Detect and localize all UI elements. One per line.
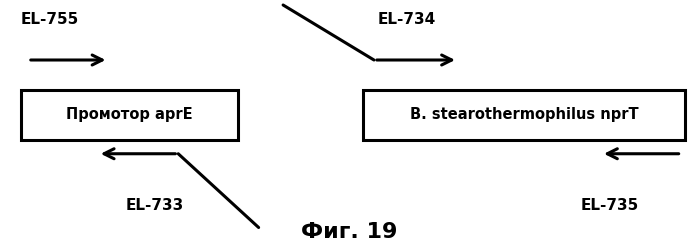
Text: EL-735: EL-735	[580, 198, 638, 212]
Bar	[363, 90, 685, 140]
Text: EL-734: EL-734	[377, 12, 435, 28]
Text: Промотор aprE: Промотор aprE	[66, 108, 193, 122]
Bar	[21, 90, 238, 140]
Text: EL-755: EL-755	[21, 12, 79, 28]
Text: EL-733: EL-733	[126, 198, 184, 212]
Text: B. stearothermophilus nprT: B. stearothermophilus nprT	[410, 108, 639, 122]
Text: Фиг. 19: Фиг. 19	[301, 222, 398, 242]
